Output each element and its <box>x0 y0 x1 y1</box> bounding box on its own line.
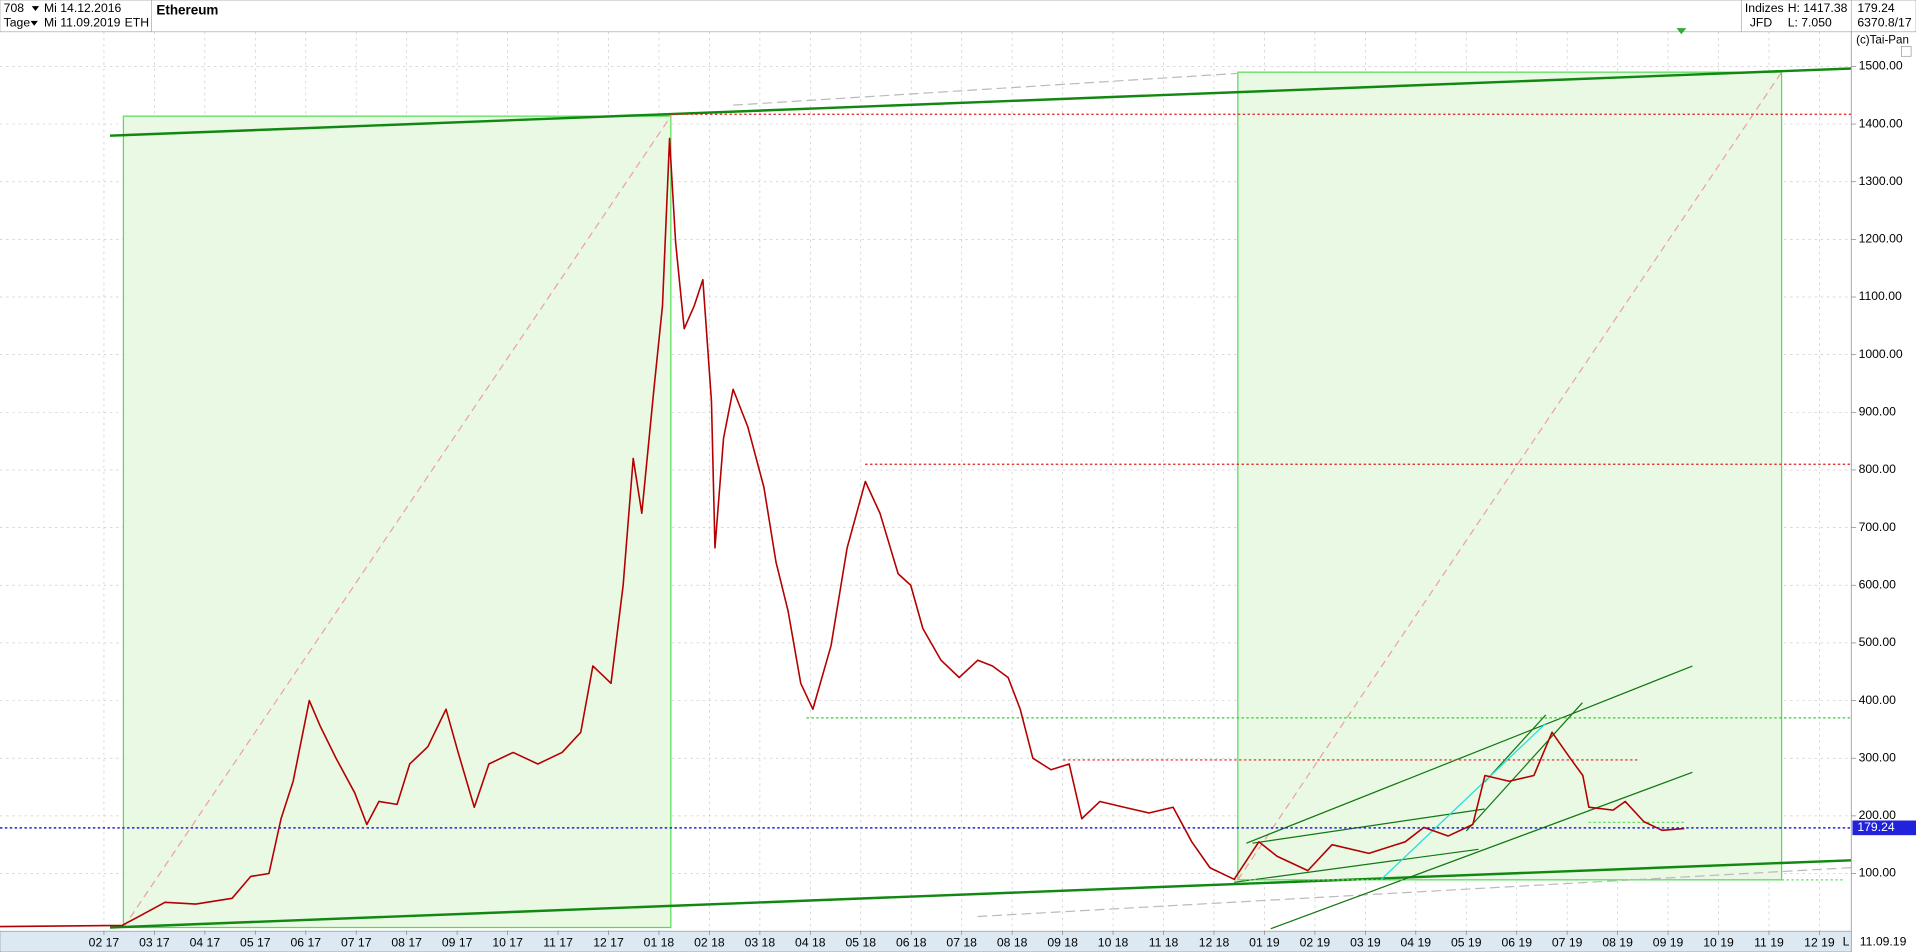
dropdown-arrow[interactable] <box>31 6 40 12</box>
x-tick-label: 03 17 <box>139 936 170 950</box>
high: H: 1417.38 <box>1788 1 1848 15</box>
header: 708 Mi 14.12.2016 Tage Mi 11.09.2019 ETH… <box>0 0 1916 35</box>
x-tick-label: 05 19 <box>1451 936 1482 950</box>
x-tick-label: 09 17 <box>442 936 473 950</box>
x-tick-label: 09 18 <box>1047 936 1078 950</box>
y-tick-label: 300.00 <box>1859 750 1897 764</box>
x-tick-label: 06 17 <box>290 936 321 950</box>
x-tick-label: 11 18 <box>1149 936 1179 950</box>
helper-line <box>733 72 1238 106</box>
x-tick-label: 12 18 <box>1199 936 1230 950</box>
x-tick-label: 07 19 <box>1552 936 1583 950</box>
marker <box>1676 28 1687 35</box>
copyright: (c)Tai-Pan <box>1856 33 1909 46</box>
x-tick-label: 11 17 <box>543 936 573 950</box>
y-tick-label: 600.00 <box>1859 577 1897 591</box>
start-date: Mi 14.12.2016 <box>44 1 122 15</box>
x-tick-label: 01 18 <box>644 936 675 950</box>
x-tick-label: 03 19 <box>1350 936 1381 950</box>
x-tick-label: 05 17 <box>240 936 271 950</box>
x-tick-label: 04 18 <box>795 936 826 950</box>
code: 708 <box>4 1 25 15</box>
y-tick-label: 1200.00 <box>1859 232 1903 246</box>
x-tick-label: 08 19 <box>1602 936 1633 950</box>
ratio: 6370.8/17 <box>1857 15 1912 29</box>
channel-line <box>1246 665 1693 844</box>
date-marker: 11.09.19 <box>1860 934 1907 948</box>
x-tick-label: 12 19 <box>1804 936 1835 950</box>
y-tick-label: 1500.00 <box>1859 59 1903 73</box>
x-tick-label: 03 18 <box>745 936 776 950</box>
chart-title: Ethereum <box>156 3 218 18</box>
trend-line <box>109 859 1852 929</box>
x-tick-label: 10 18 <box>1098 936 1129 950</box>
x-tick-label: 10 19 <box>1703 936 1734 950</box>
diagonal <box>1237 71 1783 881</box>
x-tick-label: 12 17 <box>593 936 624 950</box>
exchange: JFD <box>1750 15 1773 29</box>
diagonal <box>122 115 672 928</box>
x-tick-label: 01 19 <box>1249 936 1280 950</box>
y-tick-label: 1400.00 <box>1859 116 1903 130</box>
last-price-header: 179.24 <box>1857 1 1895 15</box>
levels <box>670 113 1852 761</box>
end-date: Mi 11.09.2019 <box>44 15 121 29</box>
y-tick-label: 1300.00 <box>1859 174 1903 188</box>
symbol: ETH <box>125 15 149 29</box>
x-tick-label: 08 17 <box>391 936 422 950</box>
x-tick-label: 07 17 <box>341 936 372 950</box>
channel-line <box>1465 702 1583 832</box>
drawings <box>109 67 1852 930</box>
x-tick-label: 02 18 <box>694 936 725 950</box>
collapse-button[interactable] <box>1901 46 1912 57</box>
x-tick-label: 05 18 <box>846 936 877 950</box>
axis-mode: L <box>1843 934 1850 948</box>
x-tick-label: 08 18 <box>997 936 1028 950</box>
trend-line <box>109 67 1852 137</box>
channel-line <box>1270 771 1693 930</box>
y-tick-label: 1000.00 <box>1859 347 1903 361</box>
x-tick-label: 07 18 <box>946 936 977 950</box>
group: Indizes <box>1745 1 1784 15</box>
dropdown-arrow[interactable] <box>30 20 38 26</box>
y-tick-label: 700.00 <box>1859 520 1897 534</box>
x-tick-label: 11 19 <box>1754 936 1784 950</box>
channel-line <box>1234 848 1479 883</box>
price-line <box>0 137 1685 928</box>
y-tick-label: 400.00 <box>1859 693 1897 707</box>
low: L: 7.050 <box>1788 15 1832 29</box>
y-tick-label: 800.00 <box>1859 462 1897 476</box>
period: Tage <box>4 15 31 29</box>
channel-line <box>1380 722 1547 881</box>
x-tick-label: 09 19 <box>1653 936 1684 950</box>
last-price-label: 179.24 <box>1857 820 1895 834</box>
x-tick-label: 02 17 <box>89 936 120 950</box>
y-tick-label: 200.00 <box>1859 808 1897 822</box>
x-tick-label: 06 18 <box>896 936 927 950</box>
plot <box>0 137 1852 928</box>
x-tick-label: 04 17 <box>190 936 221 950</box>
axes: 100.00 200.00 300.00 400.00 500.00 600.00 700.… <box>89 59 1916 950</box>
channel-line <box>1252 808 1485 844</box>
y-tick-label: 900.00 <box>1859 405 1897 419</box>
y-tick-label: 500.00 <box>1859 635 1897 649</box>
y-tick-label: 1100.00 <box>1859 289 1902 303</box>
last-price-box <box>1852 820 1916 836</box>
x-tick-label: 02 19 <box>1300 936 1331 950</box>
x-tick-label: 04 19 <box>1401 936 1432 950</box>
header-bar <box>0 0 1916 33</box>
x-tick-label: 10 17 <box>492 936 523 950</box>
x-tick-label: 06 19 <box>1501 936 1532 950</box>
y-tick-label: 100.00 <box>1859 866 1897 880</box>
